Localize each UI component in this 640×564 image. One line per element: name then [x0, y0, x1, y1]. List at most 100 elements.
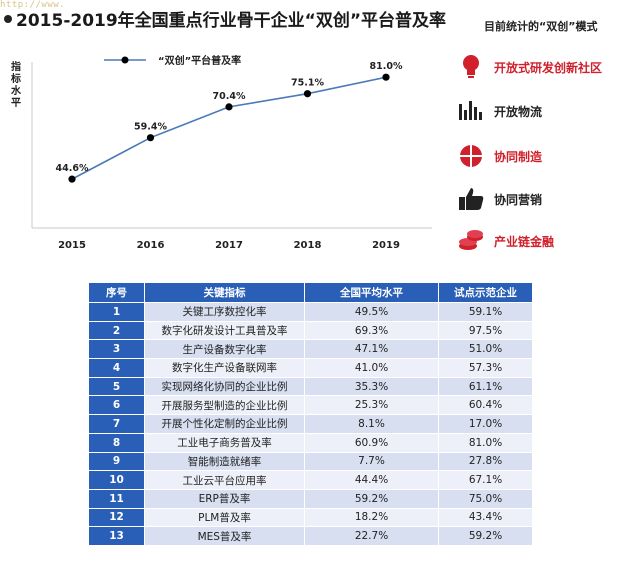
table-row: 2 数字化研发设计工具普及率 69.3% 97.5% [88, 320, 533, 341]
header-index: 序号 [88, 282, 145, 303]
row-indicator: 工业云平台应用率 [144, 470, 305, 490]
row-indicator: 实现网络化协同的企业比例 [144, 376, 305, 397]
row-pilot: 75.0% [438, 488, 533, 509]
indicator-table: 序号 关键指标 全国平均水平 试点示范企业 1 关键工序数控化率 49.5% 59.1… [88, 282, 533, 546]
row-pilot: 43.4% [438, 507, 533, 528]
row-pilot: 60.4% [438, 395, 533, 416]
table-row: 12 PLM普及率 18.2% 43.4% [88, 507, 533, 528]
row-index: 3 [88, 339, 145, 360]
row-indicator: 开展个性化定制的企业比例 [144, 414, 305, 434]
legend-label: “双创”平台普及率 [158, 54, 241, 67]
legend: “双创”平台普及率 [104, 54, 241, 67]
row-national-avg: 47.1% [304, 339, 439, 360]
mode-label: 开放式研发创新社区 [494, 61, 603, 75]
data-label: 44.6% [56, 163, 89, 174]
table-row: 13 MES普及率 22.7% 59.2% [88, 526, 533, 546]
table-body: 1 关键工序数控化率 49.5% 59.1% 2 数字化研发设计工具普及率 69.3% 97.… [88, 302, 533, 546]
coins-icon [459, 230, 483, 250]
table-row: 7 开展个性化定制的企业比例 8.1% 17.0% [88, 414, 533, 434]
row-index: 7 [88, 414, 145, 434]
row-indicator: 关键工序数控化率 [144, 302, 305, 322]
mode-label: 协同营销 [494, 193, 543, 207]
row-index: 13 [88, 526, 145, 546]
table-row: 11 ERP普及率 59.2% 75.0% [88, 488, 533, 509]
row-indicator: ERP普及率 [144, 488, 305, 509]
mode-label: 产业链金融 [494, 235, 555, 249]
row-pilot: 59.2% [438, 526, 533, 546]
table-row: 6 开展服务型制造的企业比例 25.3% 60.4% [88, 395, 533, 416]
row-pilot: 67.1% [438, 470, 533, 490]
row-national-avg: 35.3% [304, 376, 439, 397]
indicator-table-wrap: 序号 关键指标 全国平均水平 试点示范企业 1 关键工序数控化率 49.5% 59.1… [88, 282, 533, 546]
row-pilot: 57.3% [438, 358, 533, 378]
row-pilot: 61.1% [438, 376, 533, 397]
title-bullet [4, 15, 12, 23]
mode-item-open-rd: 开放式研发创新社区 [456, 52, 640, 82]
lightbulb-icon [463, 55, 479, 78]
mode-item-open-logistics: 开放物流 [456, 96, 640, 126]
row-national-avg: 7.7% [304, 451, 439, 472]
row-national-avg: 18.2% [304, 507, 439, 528]
row-national-avg: 22.7% [304, 526, 439, 546]
table-row: 10 工业云平台应用率 44.4% 67.1% [88, 470, 533, 490]
table-row: 8 工业电子商务普及率 60.9% 81.0% [88, 432, 533, 453]
pie-chart-icon [460, 145, 482, 167]
watermark: http://www. [0, 0, 66, 10]
x-tick-label: 2016 [137, 240, 165, 251]
row-national-avg: 49.5% [304, 302, 439, 322]
row-national-avg: 8.1% [304, 414, 439, 434]
row-index: 8 [88, 432, 145, 453]
row-index: 10 [88, 470, 145, 490]
data-label: 75.1% [291, 78, 324, 89]
row-index: 4 [88, 358, 145, 378]
row-index: 1 [88, 302, 145, 322]
row-indicator: 工业电子商务普及率 [144, 432, 305, 453]
row-indicator: 生产设备数字化率 [144, 339, 305, 360]
row-pilot: 81.0% [438, 432, 533, 453]
data-point [146, 134, 155, 142]
chart-axes [31, 62, 432, 229]
row-national-avg: 25.3% [304, 395, 439, 416]
page-title: 2015-2019年全国重点行业骨干企业“双创”平台普及率 [4, 6, 454, 31]
row-index: 12 [88, 507, 145, 528]
page-title-text: 2015-2019年全国重点行业骨干企业“双创”平台普及率 [16, 11, 447, 31]
header-national-avg: 全国平均水平 [304, 282, 439, 303]
row-indicator: MES普及率 [144, 526, 305, 546]
x-tick-labels: 2015 2016 2017 2018 2019 [58, 240, 400, 251]
modes-panel: 目前统计的“双创”模式 开放式研发创新社区 开放物流 协同制造 [452, 0, 640, 270]
data-point [68, 175, 76, 183]
row-national-avg: 60.9% [304, 432, 439, 453]
row-pilot: 59.1% [438, 302, 533, 322]
table-row: 9 智能制造就绪率 7.7% 27.8% [88, 451, 533, 472]
series-points [68, 73, 390, 183]
thumbs-up-icon [459, 188, 484, 210]
table-header-row: 序号 关键指标 全国平均水平 试点示范企业 [88, 282, 533, 303]
row-index: 11 [88, 488, 145, 509]
row-national-avg: 41.0% [304, 358, 439, 378]
line-chart: “双创”平台普及率 44.6% 59.4% 70.4% 75.1% 81.0% 2015… [31, 54, 432, 251]
row-indicator: 数字化生产设备联网率 [144, 358, 305, 378]
header-indicator: 关键指标 [144, 282, 305, 303]
data-point [303, 90, 312, 98]
x-tick-label: 2017 [215, 240, 243, 251]
mode-item-collab-marketing: 协同营销 [456, 184, 640, 214]
data-label: 70.4% [213, 91, 246, 102]
data-label: 59.4% [134, 122, 167, 133]
bar-chart-icon [459, 101, 482, 120]
x-tick-label: 2018 [294, 240, 322, 251]
row-pilot: 17.0% [438, 414, 533, 434]
header-pilot: 试点示范企业 [438, 282, 533, 303]
mode-label: 开放物流 [494, 105, 543, 119]
data-label: 81.0% [370, 61, 403, 72]
row-national-avg: 69.3% [304, 320, 439, 341]
row-index: 9 [88, 451, 145, 472]
row-indicator: 开展服务型制造的企业比例 [144, 395, 305, 416]
x-tick-label: 2015 [58, 240, 86, 251]
row-index: 2 [88, 320, 145, 341]
modes-title: 目前统计的“双创”模式 [484, 20, 598, 33]
row-indicator: 数字化研发设计工具普及率 [144, 320, 305, 341]
row-national-avg: 59.2% [304, 488, 439, 509]
row-index: 5 [88, 376, 145, 397]
row-pilot: 51.0% [438, 339, 533, 360]
mode-item-collab-mfg: 协同制造 [456, 141, 640, 171]
